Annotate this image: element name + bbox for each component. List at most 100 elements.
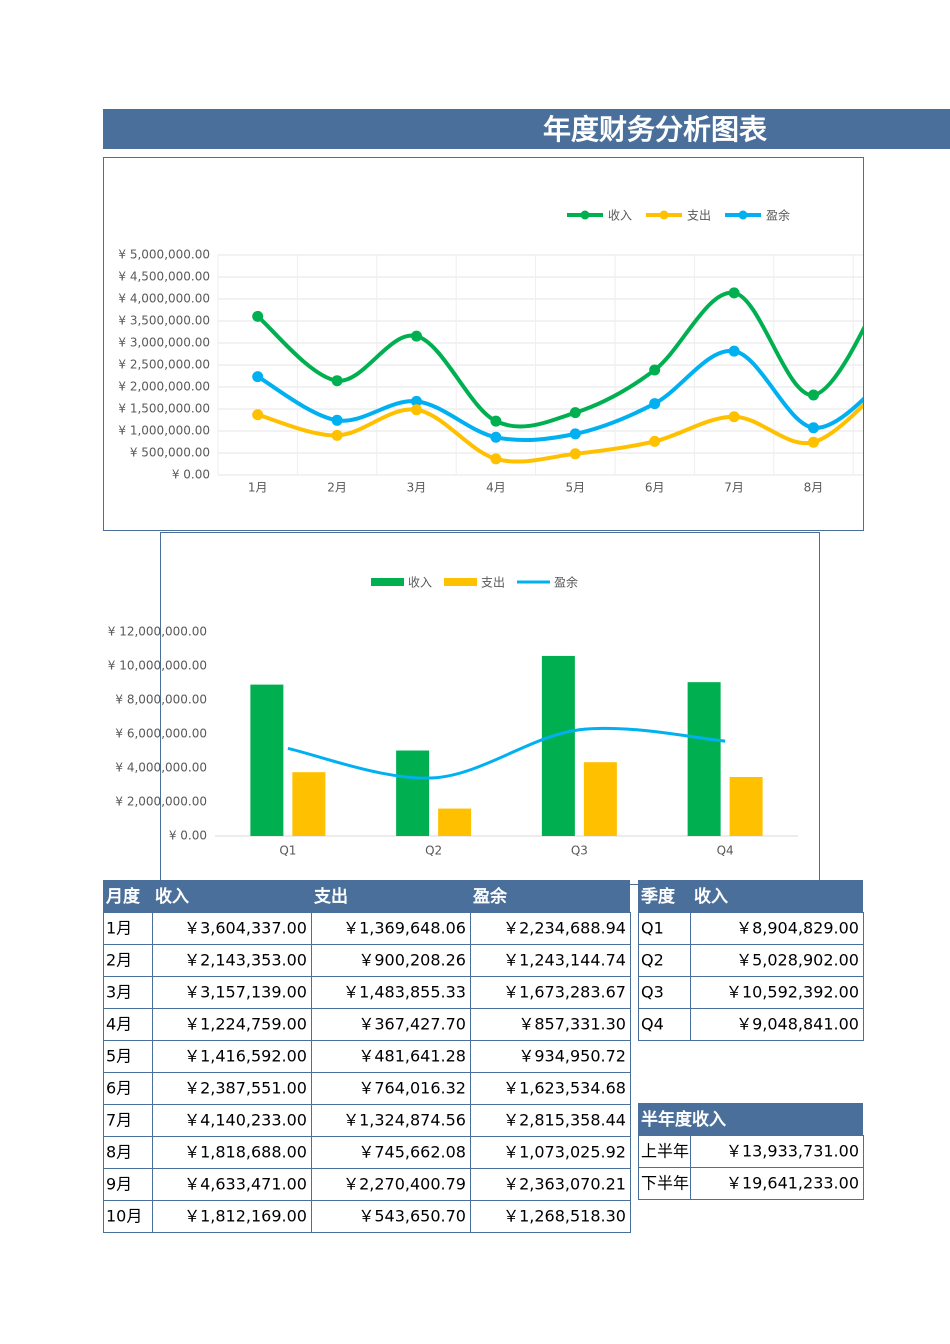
cell-text: 8月 bbox=[106, 1143, 132, 1162]
cell-box bbox=[152, 976, 312, 1009]
cell-text: ￥2,387,551.00 bbox=[184, 1079, 307, 1098]
table-header bbox=[638, 880, 863, 912]
data-point bbox=[569, 448, 581, 460]
legend-label: 收入 bbox=[408, 576, 432, 590]
legend-label: 收入 bbox=[608, 209, 632, 223]
cell-text: ￥764,016.32 bbox=[358, 1079, 466, 1098]
cell-box bbox=[152, 944, 312, 977]
x-tick-label: 8月 bbox=[804, 481, 824, 495]
cell-box bbox=[311, 1040, 471, 1073]
cell-text: ￥745,662.08 bbox=[358, 1143, 466, 1162]
data-point bbox=[331, 414, 343, 426]
cell-text: 10月 bbox=[106, 1207, 142, 1226]
cell-text: ￥1,818,688.00 bbox=[184, 1143, 307, 1162]
cell-box bbox=[103, 944, 153, 977]
cell-box bbox=[311, 1104, 471, 1137]
data-point bbox=[728, 345, 740, 357]
cell-box bbox=[470, 1008, 631, 1041]
data-point bbox=[490, 453, 502, 465]
data-point bbox=[887, 266, 898, 277]
bar bbox=[250, 684, 284, 836]
legend-marker bbox=[659, 210, 669, 220]
cell-box bbox=[103, 1168, 153, 1201]
cell-box bbox=[103, 1200, 153, 1233]
y-tick-label: ¥ 500,000.00 bbox=[130, 446, 210, 460]
x-tick-label: 7月 bbox=[724, 481, 744, 495]
data-point bbox=[649, 435, 661, 447]
bar bbox=[292, 772, 326, 836]
cell-box bbox=[470, 912, 631, 945]
cell-text: ￥3,604,337.00 bbox=[184, 919, 307, 938]
cell-box bbox=[638, 1167, 691, 1200]
data-point bbox=[252, 310, 264, 322]
cell-text: ￥5,028,902.00 bbox=[736, 951, 859, 970]
cell-text: 3月 bbox=[106, 983, 132, 1002]
cell-text: Q2 bbox=[641, 951, 664, 970]
legend-label: 盈余 bbox=[554, 575, 578, 590]
cell-box bbox=[152, 1104, 312, 1137]
legend-marker bbox=[738, 210, 748, 220]
cell-text: 5月 bbox=[106, 1047, 132, 1066]
y-tick-label: ¥ 5,000,000.00 bbox=[118, 248, 210, 262]
cell-text: ￥2,234,688.94 bbox=[503, 919, 626, 938]
data-point bbox=[808, 389, 819, 401]
cell-box bbox=[152, 1008, 312, 1041]
cell-box bbox=[690, 1008, 864, 1041]
cell-box bbox=[638, 976, 691, 1009]
y-tick-label: ¥ 2,000,000.00 bbox=[115, 795, 207, 809]
cell-text: 1月 bbox=[106, 919, 132, 938]
cell-text: 4月 bbox=[106, 1015, 132, 1034]
header-cell: 支出 bbox=[314, 886, 348, 907]
table-header bbox=[103, 880, 630, 912]
cell-text: ￥19,641,233.00 bbox=[726, 1174, 859, 1193]
cell-box bbox=[638, 1008, 691, 1041]
cell-text: ￥3,157,139.00 bbox=[184, 983, 307, 1002]
title-bar bbox=[103, 109, 950, 149]
cell-text: ￥10,592,392.00 bbox=[726, 983, 859, 1002]
y-tick-label: ¥ 0.00 bbox=[169, 829, 207, 843]
data-point bbox=[728, 287, 740, 299]
y-tick-label: ¥ 8,000,000.00 bbox=[115, 693, 207, 707]
cell-text: ￥8,904,829.00 bbox=[736, 919, 859, 938]
y-tick-label: ¥ 4,000,000.00 bbox=[115, 761, 207, 775]
data-point bbox=[649, 364, 661, 376]
cell-text: Q1 bbox=[641, 919, 664, 938]
y-tick-label: ¥ 10,000,000.00 bbox=[108, 659, 207, 673]
cell-text: ￥1,369,648.06 bbox=[343, 919, 466, 938]
bar bbox=[687, 682, 721, 836]
cell-box bbox=[470, 1136, 631, 1169]
cell-text: ￥9,048,841.00 bbox=[736, 1015, 859, 1034]
legend-label: 支出 bbox=[481, 576, 505, 590]
cell-box bbox=[152, 1200, 312, 1233]
data-point bbox=[569, 428, 581, 440]
data-point bbox=[808, 422, 819, 434]
x-tick-label: 1月 bbox=[248, 481, 268, 495]
cell-box bbox=[470, 944, 631, 977]
cell-box bbox=[638, 1135, 691, 1168]
x-tick-label: 4月 bbox=[486, 481, 506, 495]
cell-text: ￥13,933,731.00 bbox=[726, 1142, 859, 1161]
cell-text: ￥543,650.70 bbox=[358, 1207, 466, 1226]
data-point bbox=[649, 398, 661, 410]
y-tick-label: ¥ 4,500,000.00 bbox=[118, 270, 210, 284]
x-tick-label: Q4 bbox=[717, 844, 734, 858]
bar bbox=[729, 777, 763, 836]
bar bbox=[541, 655, 575, 836]
header-cell: 收入 bbox=[694, 886, 728, 907]
data-point bbox=[887, 370, 898, 381]
cell-text: 6月 bbox=[106, 1079, 132, 1098]
x-tick-label: Q3 bbox=[571, 844, 588, 858]
data-point bbox=[490, 415, 502, 427]
chart-frame bbox=[103, 157, 864, 531]
cell-box bbox=[103, 1136, 153, 1169]
cell-text: 9月 bbox=[106, 1175, 132, 1194]
x-tick-label: 6月 bbox=[645, 481, 665, 495]
legend-swatch bbox=[371, 578, 404, 586]
series-line bbox=[256, 349, 863, 443]
cell-text: 7月 bbox=[106, 1111, 132, 1130]
cell-box bbox=[470, 1104, 631, 1137]
line-chart: ¥ 0.00 ¥ 500,000.00 ¥ 1,000,000.00 ¥ 1,500,… bbox=[118, 248, 898, 495]
x-tick-label: 3月 bbox=[407, 481, 427, 495]
